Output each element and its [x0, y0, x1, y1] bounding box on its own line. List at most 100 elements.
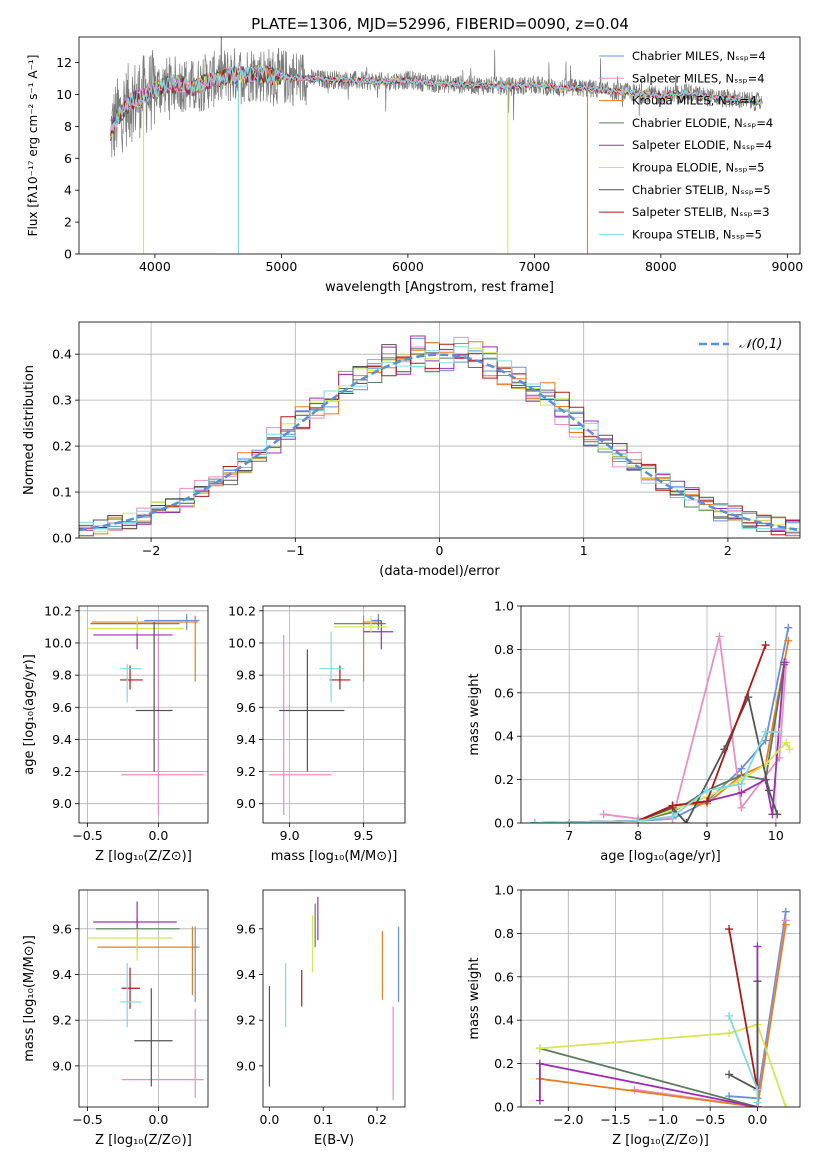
- error-cross: [120, 963, 142, 1028]
- data-point: [126, 667, 128, 670]
- plot-area: [110, 37, 763, 254]
- x-axis-label: mass [log₁₀(M/M⊙)]: [271, 849, 398, 864]
- error-cross: [120, 665, 143, 690]
- error-cross: [93, 620, 173, 650]
- y-tick-label: 0.4: [494, 729, 514, 744]
- legend-label: Chabrier ELODIE, Nₛₛₚ=4: [632, 116, 773, 130]
- x-tick-label: 0.0: [747, 1112, 767, 1127]
- series-line: [534, 662, 786, 823]
- y-tick-label: 9.0: [236, 1058, 256, 1073]
- x-tick-label: −2.0: [553, 1112, 583, 1127]
- figure-title: PLATE=1306, MJD=52996, FIBERID=0090, z=0…: [251, 15, 629, 33]
- data-point: [153, 709, 155, 712]
- y-tick-label: 10.0: [44, 635, 72, 650]
- y-tick-label: 9.6: [236, 700, 256, 715]
- series-marker: [668, 801, 677, 810]
- y-tick-label: 10: [56, 87, 72, 102]
- y-tick-label: 0.3: [52, 393, 72, 408]
- series-marker: [535, 1044, 544, 1053]
- data-point: [157, 773, 160, 776]
- x-tick-label: 6000: [392, 259, 424, 274]
- series-marker: [725, 1070, 734, 1079]
- x-tick-label: 0.0: [148, 828, 168, 843]
- y-tick-label: 9.2: [236, 764, 256, 779]
- spectrum-model-line: [110, 64, 763, 132]
- data-point: [330, 667, 332, 670]
- y-axis-label: mass [log₁₀(M/M⊙)]: [22, 935, 37, 1062]
- x-axis-label: E(B-V): [314, 1133, 354, 1148]
- y-tick-label: 0.0: [494, 816, 514, 831]
- data-point: [194, 1078, 197, 1081]
- data-point: [136, 634, 138, 636]
- series-marker: [773, 810, 782, 819]
- series-marker: [761, 736, 770, 745]
- data-point: [339, 679, 341, 681]
- series-marker: [785, 745, 794, 754]
- data-point: [129, 679, 131, 681]
- legend-label: Kroupa ELODIE, Nₛₛₚ=5: [632, 161, 765, 175]
- error-cross: [363, 620, 394, 650]
- data-point: [380, 630, 383, 633]
- y-tick-label: 12: [56, 55, 72, 70]
- series-marker: [715, 632, 724, 641]
- x-axis-label: Z [log₁₀(Z/Z⊙)]: [95, 849, 192, 864]
- y-tick-label: 10.0: [228, 635, 256, 650]
- legend-label: Kroupa STELIB, Nₛₛₚ=5: [632, 227, 762, 241]
- normal-reference-curve: [79, 353, 798, 532]
- series-marker: [753, 1098, 762, 1107]
- chart-panel-mass-vs-Z: −0.5 0.0 9.0 9.2 9.4 9.6 Z [log₁₀(Z/Z⊙)] mass […: [22, 889, 209, 1148]
- y-tick-label: 0: [64, 247, 72, 262]
- series-marker: [703, 797, 711, 806]
- y-tick-label: 9.2: [236, 1013, 256, 1028]
- x-tick-label: 4000: [139, 259, 171, 274]
- y-axis-label: Flux [fλ10⁻¹⁷ erg cm⁻² s⁻¹ A⁻¹]: [26, 55, 40, 237]
- plot-area: [79, 335, 800, 537]
- y-tick-label: 9.6: [52, 921, 72, 936]
- y-tick-label: 1.0: [494, 599, 514, 614]
- x-tick-label: 9.5: [354, 828, 374, 843]
- chart-panel-mass-weight-vs-age: 7 8 9 10 0.0 0.2 0.4 0.6 0.8 1.0 age [log₁₀(age/yr…: [467, 599, 801, 864]
- axes-frame: [520, 605, 801, 824]
- legend-label: Salpeter MILES, Nₛₛₚ=4: [632, 71, 765, 85]
- x-axis-label: Z [log₁₀(Z/Z⊙)]: [95, 1133, 192, 1148]
- series-marker: [535, 1096, 544, 1105]
- y-tick-label: 0.4: [52, 347, 72, 362]
- y-tick-label: 10.2: [44, 603, 72, 618]
- error-cross: [121, 634, 204, 815]
- y-tick-label: 9.4: [52, 732, 72, 747]
- y-axis-label: mass weight: [467, 673, 482, 755]
- error-cross: [93, 901, 177, 941]
- data-point: [377, 622, 380, 625]
- error-cross: [97, 926, 196, 996]
- chart-panel-age-vs-Z: −0.5 0.0 9.0 9.2 9.4 9.6 9.8 10.0 10.2 Z [log₁₀(Z…: [22, 603, 209, 864]
- axes-frame: [262, 889, 406, 1108]
- error-cross: [334, 615, 388, 634]
- data-point: [282, 773, 285, 776]
- x-tick-label: −0.5: [72, 828, 102, 843]
- x-axis-label: (data-model)/error: [379, 564, 500, 579]
- x-tick-label: 2: [724, 543, 732, 558]
- error-cross: [135, 622, 173, 772]
- x-tick-label: −0.5: [695, 1112, 725, 1127]
- chart-panel-age-vs-mass: 9.0 9.5 9.0 9.2 9.4 9.6 9.8 10.0 10.2 mass [log₁₀…: [228, 603, 406, 864]
- y-tick-label: 0.8: [494, 642, 514, 657]
- error-cross: [87, 615, 184, 634]
- chart-panel-residuals: −2 −1 0 1 2 0.0 0.1 0.2 0.3 0.4 (data-model)/error…: [22, 321, 801, 579]
- series-line: [728, 928, 759, 1090]
- x-tick-label: 9: [703, 828, 711, 843]
- y-tick-label: 9.4: [236, 732, 256, 747]
- y-tick-label: 1.0: [494, 883, 514, 898]
- plot-area: [535, 907, 790, 1107]
- x-tick-label: 0: [436, 543, 444, 558]
- series-marker: [725, 925, 734, 934]
- error-cross: [279, 649, 345, 772]
- plot-area: [530, 623, 794, 823]
- y-tick-label: 0.2: [494, 772, 514, 787]
- axes-frame: [78, 889, 209, 1108]
- error-cross: [329, 665, 351, 690]
- series-marker: [725, 1029, 734, 1038]
- y-tick-label: 9.2: [52, 1013, 72, 1028]
- y-tick-label: 0.0: [52, 531, 72, 546]
- error-cross: [268, 634, 332, 815]
- y-tick-label: 0.0: [494, 1100, 514, 1115]
